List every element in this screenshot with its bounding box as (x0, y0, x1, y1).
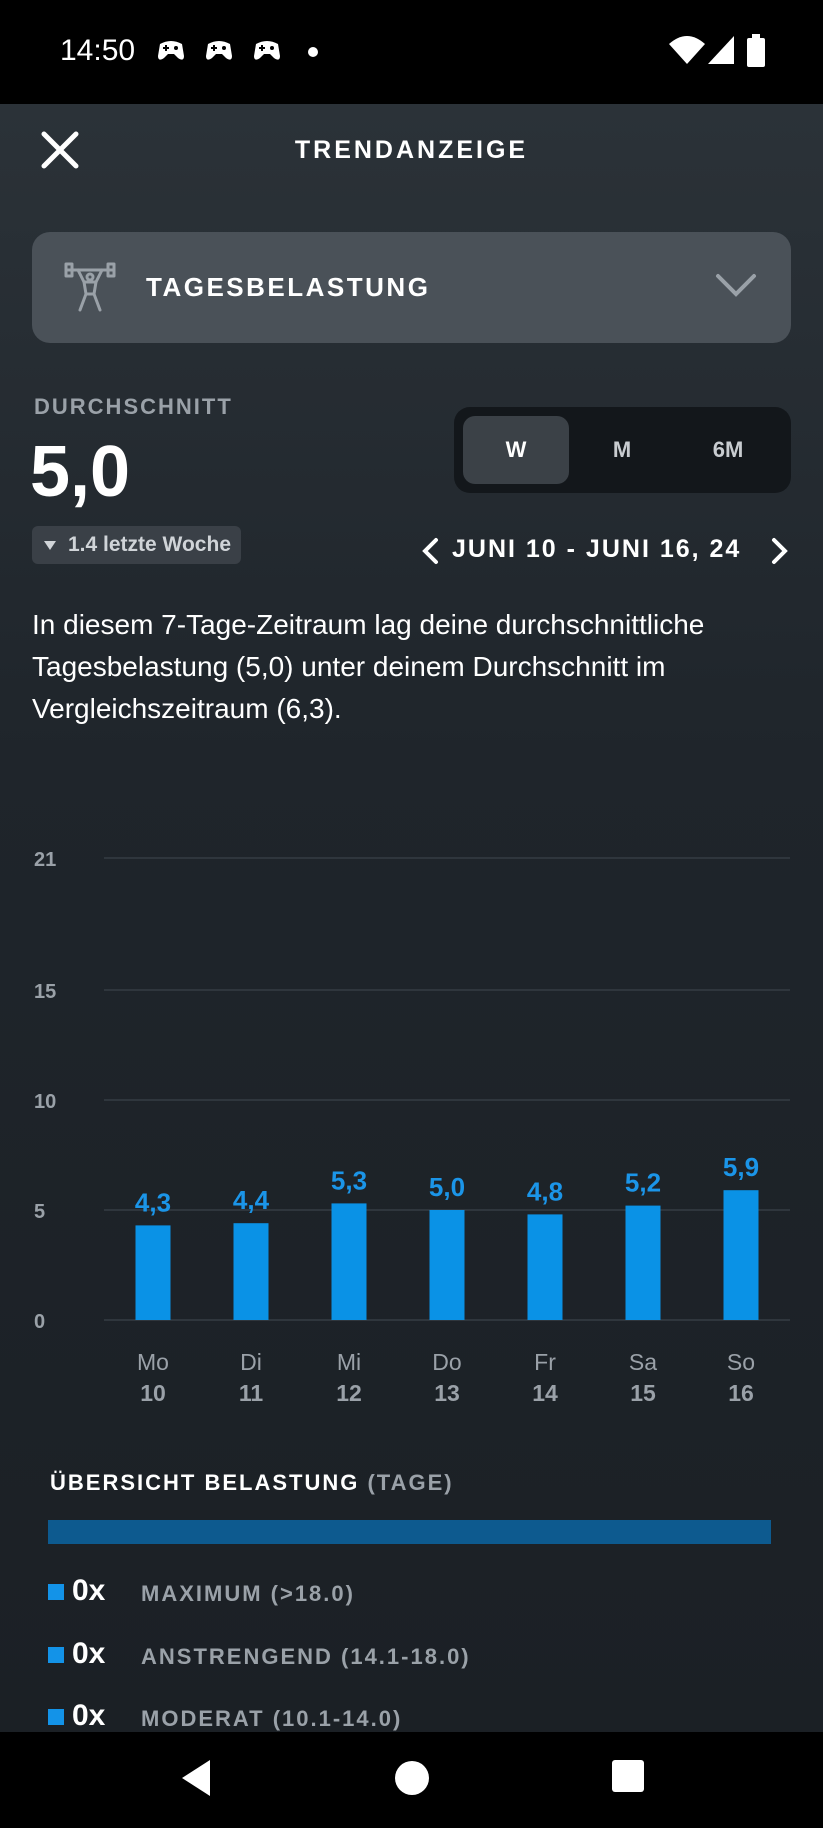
overview-title-text: ÜBERSICHT BELASTUNG (50, 1470, 360, 1495)
weightlifter-icon (64, 262, 116, 312)
x-tick-day-label: Mi (337, 1349, 361, 1375)
date-range-label: JUNI 10 - JUNI 16, 24 (452, 535, 742, 563)
bar-value-label: 4,4 (233, 1185, 270, 1215)
range-option-month[interactable]: M (612, 437, 632, 462)
legend-count: 0x (72, 1637, 106, 1670)
app-screen (0, 104, 823, 1732)
system-nav-bar (0, 1732, 823, 1828)
chevron-down-icon (716, 274, 756, 297)
date-navigator: JUNI 10 - JUNI 16, 24 (420, 533, 790, 569)
game-controller-icon (254, 41, 280, 60)
range-option-6-months[interactable]: 6M (712, 437, 744, 462)
notification-dot (308, 47, 318, 57)
overview-subtitle: (TAGE) (367, 1470, 454, 1495)
chevron-right-icon[interactable] (770, 537, 790, 565)
x-tick-day-label: Do (432, 1349, 461, 1375)
y-tick-label: 5 (34, 1201, 45, 1223)
bar (233, 1223, 269, 1320)
bar-value-label: 4,3 (135, 1187, 171, 1217)
bar (429, 1210, 465, 1320)
battery-icon (747, 34, 765, 67)
y-tick-label: 0 (34, 1311, 45, 1333)
x-tick-day-label: So (727, 1349, 755, 1375)
bar (135, 1225, 171, 1320)
x-tick-date-label: 15 (630, 1380, 656, 1406)
game-controller-icon (158, 41, 184, 60)
chevron-left-icon[interactable] (420, 537, 440, 565)
game-controller-icon (206, 41, 232, 60)
legend-label: MAXIMUM (>18.0) (141, 1581, 355, 1606)
y-tick-label: 10 (34, 1091, 56, 1113)
metric-dropdown-label: TAGESBELASTUNG (146, 272, 431, 302)
range-option-week[interactable]: W (463, 416, 569, 484)
x-tick-day-label: Sa (629, 1349, 657, 1375)
legend-count: 0x (72, 1574, 106, 1607)
average-value: 5,0 (30, 432, 131, 512)
close-icon[interactable] (40, 130, 80, 170)
x-tick-date-label: 16 (728, 1380, 754, 1406)
status-time: 14:50 (60, 34, 136, 67)
y-tick-label: 15 (34, 981, 56, 1003)
bar (331, 1203, 367, 1320)
home-icon[interactable] (392, 1758, 432, 1798)
range-toggle: W M 6M (454, 407, 791, 493)
x-tick-day-label: Mo (137, 1349, 169, 1375)
metric-dropdown[interactable]: TAGESBELASTUNG (32, 232, 791, 343)
bar (625, 1205, 661, 1320)
recents-icon[interactable] (610, 1758, 646, 1794)
status-bar: 14:50 (0, 0, 823, 104)
legend-swatch (48, 1647, 64, 1663)
bar-value-label: 5,3 (331, 1165, 367, 1195)
cellular-signal-icon (708, 36, 734, 64)
bar-value-label: 5,0 (429, 1172, 465, 1202)
back-icon[interactable] (178, 1758, 214, 1798)
strain-bar-chart: 0 5 10 15 21 4,3 Mo 10 4,4 Di 11 5,3 Mi 12 5,0 Do 13 4,8 F… (34, 849, 790, 1406)
x-tick-date-label: 14 (532, 1380, 558, 1406)
page-title: TRENDANZEIGE (294, 136, 529, 164)
legend-label: ANSTRENGEND (14.1-18.0) (141, 1644, 471, 1669)
bar-value-label: 4,8 (527, 1176, 563, 1206)
bar-value-label: 5,2 (625, 1168, 661, 1198)
change-text: 1.4 letzte Woche (68, 533, 231, 556)
x-tick-date-label: 12 (336, 1380, 362, 1406)
legend-count: 0x (72, 1699, 106, 1732)
legend-swatch (48, 1584, 64, 1600)
legend-swatch (48, 1709, 64, 1725)
y-tick-label: 21 (34, 849, 56, 871)
x-tick-date-label: 13 (434, 1380, 460, 1406)
average-label: DURCHSCHNITT (34, 394, 233, 419)
down-triangle-icon (44, 541, 56, 550)
summary-text: In diesem 7-Tage-Zeitraum lag deine durc… (32, 609, 705, 724)
strain-distribution-bar (48, 1520, 771, 1544)
change-badge: 1.4 letzte Woche (32, 526, 241, 564)
bar (527, 1214, 563, 1320)
legend-label: MODERAT (10.1-14.0) (141, 1706, 403, 1731)
x-tick-date-label: 11 (239, 1380, 264, 1406)
bar (723, 1190, 759, 1320)
overview-title: ÜBERSICHT BELASTUNG (TAGE) (50, 1470, 454, 1496)
x-tick-date-label: 10 (140, 1380, 166, 1406)
bar-value-label: 5,9 (723, 1152, 759, 1182)
x-tick-day-label: Fr (534, 1349, 556, 1375)
wifi-icon (669, 36, 705, 64)
x-tick-day-label: Di (240, 1349, 262, 1375)
